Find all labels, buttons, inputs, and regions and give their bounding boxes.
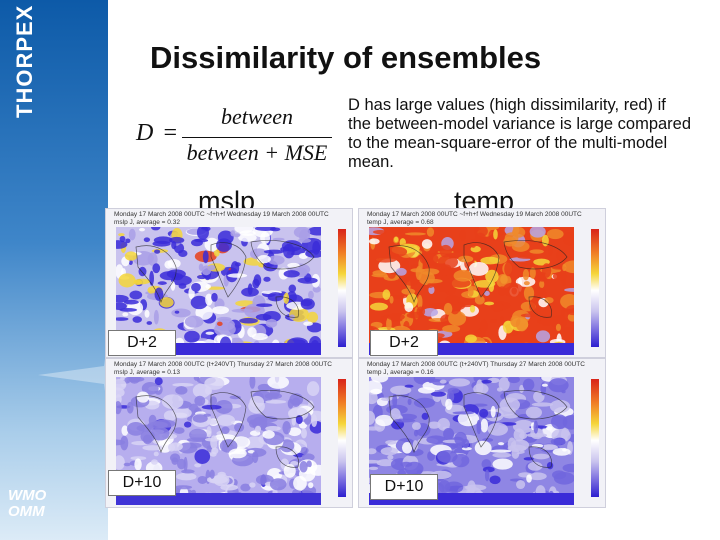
formula-lhs: D	[136, 120, 154, 146]
panel-header: Monday 17 March 2008 00UTC ~f+h+f Wednes…	[114, 211, 339, 227]
color-scale-bar	[591, 379, 599, 497]
color-scale-bar	[338, 229, 346, 347]
map-panel-mslp-d10: Monday 17 March 2008 00UTC (t+240VT) Thu…	[105, 358, 353, 508]
panel-header-line2: mslp J, average = 0.13	[114, 369, 180, 376]
panel-header-line2: temp J, average = 0.68	[367, 219, 434, 226]
formula-numerator: between	[220, 104, 294, 129]
color-scale-bar	[591, 229, 599, 347]
wmo-omm-logo: WMO OMM	[8, 488, 46, 520]
panel-header: Monday 17 March 2008 00UTC (t+240VT) Thu…	[367, 361, 592, 377]
world-map	[116, 377, 321, 505]
day-label-d2-temp: D+2	[370, 330, 438, 356]
dissimilarity-formula: D = between between + MSE	[136, 104, 336, 166]
description-text: D has large values (high dissimilarity, …	[348, 96, 692, 171]
brand-text: THORPEX	[12, 4, 37, 118]
formula-denominator: between + MSE	[186, 140, 328, 165]
slide-title: Dissimilarity of ensembles	[150, 40, 542, 75]
day-label-d10-mslp: D+10	[108, 470, 176, 496]
org-line-2: OMM	[8, 503, 45, 520]
day-label-d10-temp: D+10	[370, 474, 438, 500]
formula-equals: =	[162, 120, 179, 146]
panel-header-line1: Monday 17 March 2008 00UTC ~f+h+f Wednes…	[367, 211, 582, 218]
color-scale-bar	[338, 379, 346, 497]
fraction-bar	[182, 137, 332, 138]
sidebar-banner	[0, 0, 108, 540]
panel-header-line2: temp J, average = 0.16	[367, 369, 434, 376]
panel-header: Monday 17 March 2008 00UTC ~f+h+f Wednes…	[367, 211, 592, 227]
panel-header: Monday 17 March 2008 00UTC (t+240VT) Thu…	[114, 361, 339, 377]
panel-header-line1: Monday 17 March 2008 00UTC ~f+h+f Wednes…	[114, 211, 329, 218]
day-label-d2-mslp: D+2	[108, 330, 176, 356]
world-map	[116, 227, 321, 355]
panel-header-line2: mslp J, average = 0.32	[114, 219, 180, 226]
org-line-1: WMO	[8, 487, 47, 504]
panel-header-line1: Monday 17 March 2008 00UTC (t+240VT) Thu…	[367, 361, 585, 368]
thorpex-logo: THORPEX	[8, 4, 42, 118]
panel-header-line1: Monday 17 March 2008 00UTC (t+240VT) Thu…	[114, 361, 332, 368]
